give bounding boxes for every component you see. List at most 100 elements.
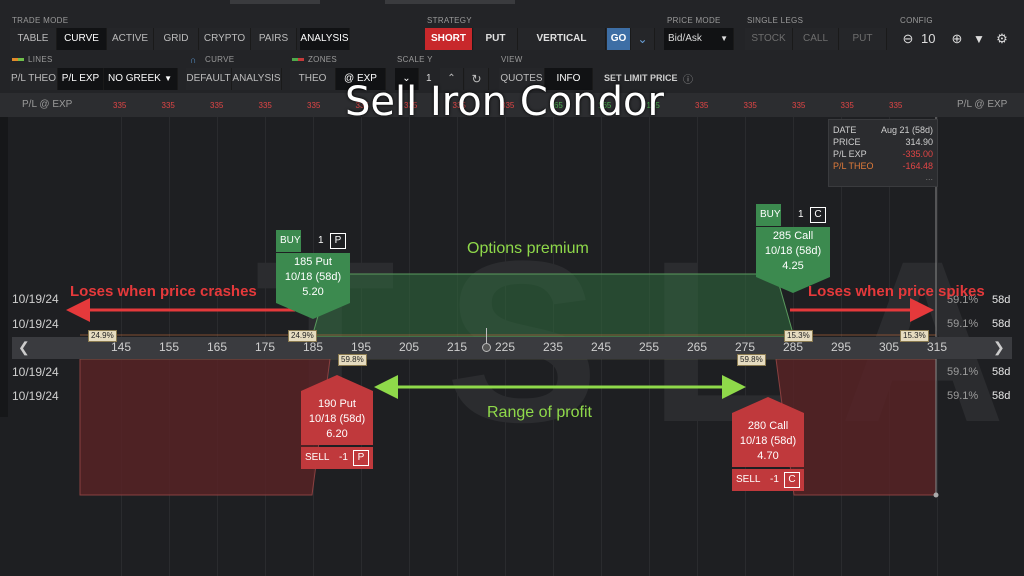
axis-tick-label: 155	[158, 340, 180, 354]
settings-button[interactable]: ⚙	[992, 28, 1012, 50]
greek-select-value: NO GREEK	[108, 73, 161, 84]
info-plexp-label: P/L EXP	[833, 149, 867, 159]
config-label: CONFIG	[900, 16, 933, 25]
tab-active[interactable]: ACTIVE	[107, 28, 154, 50]
default-curve-button[interactable]: DEFAULT	[186, 68, 232, 90]
info-price-label: PRICE	[833, 137, 861, 147]
help-icon[interactable]: ⓘ	[683, 75, 693, 86]
chevron-down-icon: ⌄	[637, 32, 648, 46]
range-profit-annotation: Range of profit	[487, 404, 592, 421]
strategy-dropdown[interactable]: ⌄	[631, 28, 655, 50]
set-limit-price-label[interactable]: SET LIMIT PRICE	[604, 73, 678, 83]
options-premium-annotation: Options premium	[467, 240, 589, 257]
scale-up-button[interactable]: ⌃	[440, 68, 464, 90]
go-button[interactable]: GO	[607, 28, 631, 50]
price-axis[interactable]	[12, 337, 1012, 359]
greek-select[interactable]: NO GREEK ▼	[104, 68, 178, 90]
scroll-right-icon[interactable]: ❯	[993, 339, 1005, 355]
filter-button[interactable]: ▼	[970, 28, 988, 50]
short-button[interactable]: SHORT	[425, 28, 473, 50]
axis-tick-label: 285	[782, 340, 804, 354]
left-sidebar[interactable]	[0, 117, 8, 417]
pl-value: 335	[404, 101, 418, 110]
axis-tick-label: 225	[494, 340, 516, 354]
leg-action: SELL	[736, 474, 761, 485]
pl-row-right-label: P/L @ EXP	[957, 99, 1008, 110]
axis-tick-label: 275	[734, 340, 756, 354]
axis-tick-label: 315	[926, 340, 948, 354]
price-marker	[933, 492, 939, 498]
pl-value: 335	[355, 101, 369, 110]
scale-reset-button[interactable]: ↻	[465, 68, 489, 90]
analysis-curve-button[interactable]: ANALYSIS	[232, 68, 282, 90]
leg-expiry: 10/18 (58d)	[764, 245, 822, 257]
leg-body: 285 Call 10/18 (58d) 4.25	[756, 227, 830, 277]
cursor-line[interactable]	[486, 328, 487, 346]
tab-curve[interactable]: CURVE	[57, 28, 107, 50]
pl-theo-toggle[interactable]: P/L THEO	[10, 68, 58, 90]
exp-zone-button[interactable]: @ EXP	[336, 68, 386, 90]
zones-swatch	[292, 58, 304, 61]
view-label: VIEW	[501, 55, 523, 64]
info-date-value: Aug 21 (58d)	[880, 125, 933, 135]
put-leg-button[interactable]: PUT	[839, 28, 887, 50]
axis-tick-label: 195	[350, 340, 372, 354]
axis-tick-label: 215	[446, 340, 468, 354]
chevron-up-icon: ⌃	[447, 73, 456, 84]
axis-tick-label: 295	[830, 340, 852, 354]
pl-exp-toggle[interactable]: P/L EXP	[58, 68, 104, 90]
quotes-button[interactable]: QUOTES	[499, 68, 545, 90]
scale-y-label: SCALE Y	[397, 55, 433, 64]
leg-qty: -1	[770, 474, 779, 485]
put-type-icon: P	[330, 233, 346, 249]
call-button[interactable]: CALL	[793, 28, 839, 50]
zoom-in-button[interactable]: ⊕	[946, 28, 968, 50]
axis-tick-label: 305	[878, 340, 900, 354]
row-date: 10/19/24	[12, 292, 59, 306]
leg-pointer	[276, 303, 350, 319]
scroll-left-icon[interactable]: ❮	[18, 339, 30, 355]
row-days: 58d	[992, 318, 1011, 330]
loses-crash-annotation: Loses when price crashes	[70, 283, 257, 300]
info-button[interactable]: INFO	[545, 68, 593, 90]
row-pct: 59.1%	[947, 366, 979, 378]
scale-y-value: 1	[426, 73, 432, 84]
stock-button[interactable]: STOCK	[745, 28, 793, 50]
price-mode-value: Bid/Ask	[668, 33, 702, 44]
chevron-down-icon: ⌄	[402, 73, 411, 84]
tab-pairs[interactable]: PAIRS	[251, 28, 297, 50]
caret-down-icon: ▼	[720, 34, 728, 43]
axis-tick-label: 165	[206, 340, 228, 354]
cursor-handle[interactable]	[482, 343, 491, 352]
tab-analysis[interactable]: ANALYSIS	[300, 28, 350, 50]
pl-zones	[79, 117, 939, 498]
leg-strike: 185 Put	[294, 256, 332, 268]
vertical-select[interactable]: VERTICAL	[518, 28, 606, 50]
prob-tag: 15.3%	[900, 330, 929, 342]
scale-down-button[interactable]: ⌄	[395, 68, 419, 90]
leg-qty: 1	[318, 235, 324, 246]
curve-icon: ∩	[190, 55, 197, 65]
refresh-icon: ↻	[471, 72, 482, 86]
row-pct: 59.1%	[947, 318, 979, 330]
zoom-value: 10	[921, 31, 936, 46]
pl-value: 335	[695, 101, 709, 110]
pl-value: 335	[743, 101, 757, 110]
leg-price: 4.70	[757, 450, 779, 462]
tab-crypto[interactable]: CRYPTO	[199, 28, 251, 50]
zoom-out-button[interactable]: ⊖	[897, 28, 919, 50]
theo-zone-button[interactable]: THEO	[290, 68, 336, 90]
leg-expiry: 10/18 (58d)	[284, 271, 342, 283]
leg-action: BUY	[760, 209, 781, 220]
put-button[interactable]: PUT	[474, 28, 518, 50]
risk-profile-chart[interactable]: TSLA ❮ ❯ 1451551651751851952052152252352…	[0, 117, 1024, 576]
leg-pointer	[732, 397, 804, 413]
leg-action: BUY	[280, 235, 301, 246]
tab-table[interactable]: TABLE	[10, 28, 57, 50]
leg-strike: 280 Call	[747, 420, 789, 432]
price-mode-select[interactable]: Bid/Ask ▼	[664, 28, 734, 50]
annotation-arrows	[66, 298, 934, 399]
tab-grid[interactable]: GRID	[154, 28, 199, 50]
leg-pointer	[756, 277, 830, 293]
top-tab-strip	[230, 0, 320, 4]
